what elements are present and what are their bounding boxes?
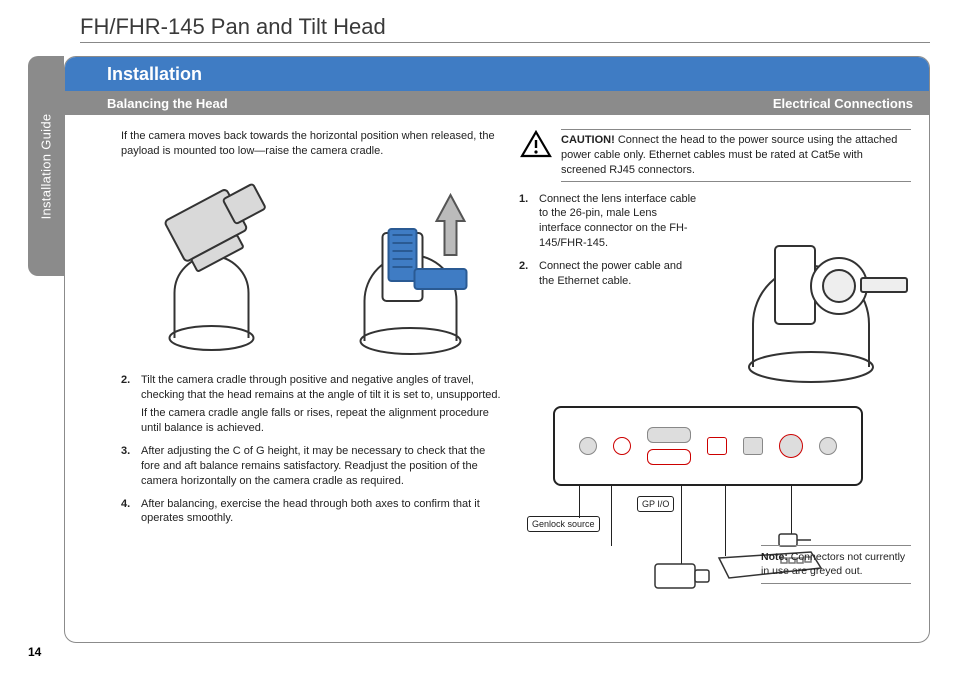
figure-raise-cradle xyxy=(320,173,501,363)
list-item: 2. Tilt the camera cradle through positi… xyxy=(121,373,501,436)
port-lens-26pin xyxy=(647,449,691,465)
card-subheader: Balancing the Head Electrical Connection… xyxy=(65,91,929,115)
electrical-split: 1. Connect the lens interface cable to t… xyxy=(519,192,911,392)
side-tab-label: Installation Guide xyxy=(39,113,54,219)
balancing-figures xyxy=(121,173,501,363)
electrical-steps: 1. Connect the lens interface cable to t… xyxy=(519,192,699,289)
step-number: 4. xyxy=(121,497,135,527)
camera-tilted-icon xyxy=(121,173,302,363)
caution-label: CAUTION! xyxy=(561,134,615,146)
port-gpio-grey xyxy=(647,427,691,443)
caution-text: CAUTION! Connect the head to the power s… xyxy=(561,129,911,182)
page-title: FH/FHR-145 Pan and Tilt Head xyxy=(80,14,386,40)
wire xyxy=(725,486,726,556)
port-power xyxy=(779,434,803,458)
step-text: Connect the power cable and the Ethernet… xyxy=(539,259,699,289)
subheader-right: Electrical Connections xyxy=(773,96,913,111)
list-item: 4. After balancing, exercise the head th… xyxy=(121,497,501,527)
card-title: Installation xyxy=(107,64,202,85)
figure-device-rear xyxy=(711,192,911,392)
warning-icon xyxy=(519,129,553,159)
column-balancing: If the camera moves back towards the hor… xyxy=(121,129,501,632)
balancing-steps: 2. Tilt the camera cradle through positi… xyxy=(121,373,501,535)
device-rear-icon xyxy=(711,192,911,392)
card-body: If the camera moves back towards the hor… xyxy=(65,115,929,642)
step-text: Connect the lens interface cable to the … xyxy=(539,192,699,251)
port-ethernet xyxy=(707,437,727,455)
raise-cradle-icon xyxy=(320,173,501,363)
figure-camera-tilted xyxy=(121,173,302,363)
wire xyxy=(681,486,682,566)
balancing-intro: If the camera moves back towards the hor… xyxy=(121,129,501,159)
step-number: 1. xyxy=(519,192,533,251)
content-card: Installation Balancing the Head Electric… xyxy=(64,56,930,643)
step-text: Tilt the camera cradle through positive … xyxy=(141,373,501,436)
list-item: 3. After adjusting the C of G height, it… xyxy=(121,444,501,489)
wire xyxy=(611,486,612,546)
port-rj-grey xyxy=(743,437,763,455)
step-number: 2. xyxy=(519,259,533,289)
step-subtext: If the camera cradle angle falls or rise… xyxy=(141,406,501,436)
title-rule xyxy=(80,42,930,43)
port-round-grey xyxy=(819,437,837,455)
step-text: After balancing, exercise the head throu… xyxy=(141,497,501,527)
card-header: Installation xyxy=(65,57,929,91)
column-electrical: CAUTION! Connect the head to the power s… xyxy=(519,129,911,632)
page-number: 14 xyxy=(28,645,41,659)
connector-note: Note: Connectors not currently in use ar… xyxy=(761,545,911,583)
side-tab: Installation Guide xyxy=(28,56,64,276)
list-item: 1. Connect the lens interface cable to t… xyxy=(519,192,699,251)
callout-gpio: GP I/O xyxy=(637,496,674,512)
step-text: After adjusting the C of G height, it ma… xyxy=(141,444,501,489)
port-genlock xyxy=(579,437,597,455)
subheader-left: Balancing the Head xyxy=(107,96,228,111)
port-bnc-active xyxy=(613,437,631,455)
step-number: 3. xyxy=(121,444,135,489)
electrical-steps-box: 1. Connect the lens interface cable to t… xyxy=(519,192,699,392)
step-number: 2. xyxy=(121,373,135,436)
wire xyxy=(579,486,580,518)
connector-panel xyxy=(553,406,863,486)
caution-block: CAUTION! Connect the head to the power s… xyxy=(519,129,911,182)
lens-cable-icon xyxy=(649,558,713,598)
note-label: Note: xyxy=(761,551,788,563)
list-item: 2. Connect the power cable and the Ether… xyxy=(519,259,699,289)
connector-panel-area: GP I/O Genlock source Note: Connectors n… xyxy=(519,398,911,598)
callout-genlock: Genlock source xyxy=(527,516,600,532)
